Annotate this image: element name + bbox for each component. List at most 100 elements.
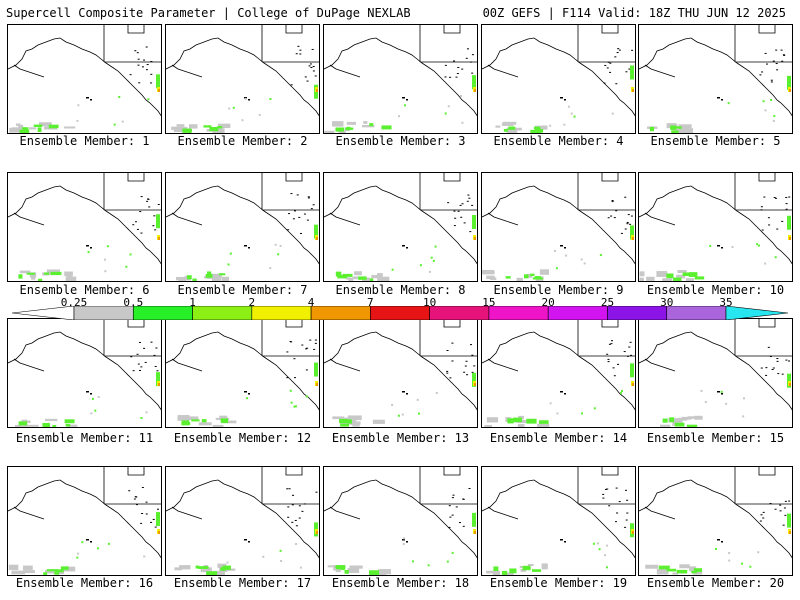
island <box>153 354 156 356</box>
field-speck <box>417 412 420 415</box>
coastline <box>329 358 361 372</box>
island <box>775 197 778 199</box>
hawaii-island <box>402 391 405 393</box>
coastline <box>285 25 303 34</box>
field-speck <box>592 542 595 545</box>
island <box>785 203 788 205</box>
field-mid <box>673 277 682 281</box>
field-low <box>685 278 695 281</box>
island <box>294 519 297 521</box>
ensemble-map-panel <box>7 466 162 576</box>
coastline <box>487 212 519 226</box>
field-speck <box>704 401 707 404</box>
hawaii-island <box>564 247 566 249</box>
island <box>312 65 315 67</box>
island <box>457 210 460 212</box>
field-extreme <box>316 383 318 386</box>
field-low <box>674 129 688 133</box>
hawaii-island <box>406 541 408 543</box>
island <box>287 506 290 508</box>
island <box>783 54 786 56</box>
island <box>288 488 291 490</box>
field-low <box>646 276 655 281</box>
island <box>289 341 292 343</box>
field-speck <box>227 263 230 266</box>
field-extreme <box>474 383 476 386</box>
island <box>626 223 629 225</box>
island <box>781 220 784 222</box>
field-mid <box>670 126 680 129</box>
field-low <box>517 420 532 424</box>
island <box>130 356 133 358</box>
field-speck <box>725 402 728 405</box>
field-speck <box>451 551 454 554</box>
ensemble-member-label: Ensemble Member: 1 <box>19 134 150 148</box>
ensemble-map-panel <box>481 24 636 134</box>
coastline <box>329 506 361 520</box>
island <box>603 82 606 84</box>
island <box>291 521 294 523</box>
hawaii-island <box>244 97 247 99</box>
island <box>299 49 302 51</box>
field-speck <box>229 252 232 255</box>
field-speck <box>107 542 110 545</box>
coastline <box>166 37 319 117</box>
field-low <box>668 418 682 423</box>
island <box>782 54 785 56</box>
hawaii-island <box>90 247 92 249</box>
island <box>156 370 159 372</box>
island <box>772 367 775 369</box>
island <box>616 512 619 514</box>
field-speck <box>580 412 583 415</box>
colorbar-tick-label: 1 <box>189 296 196 309</box>
island <box>631 49 634 51</box>
island <box>145 501 148 503</box>
ensemble-map-panel <box>7 172 162 282</box>
island <box>310 67 313 69</box>
field-mid <box>369 123 374 127</box>
island <box>772 60 775 62</box>
field-mid <box>533 126 541 130</box>
field-mid <box>222 565 231 570</box>
field-low <box>8 564 19 571</box>
field-extreme <box>316 89 318 92</box>
island <box>150 60 153 62</box>
field-mid <box>531 569 542 572</box>
coastline <box>166 331 319 411</box>
field-mid <box>787 373 791 388</box>
field-mid <box>156 372 160 387</box>
field-low <box>539 269 550 275</box>
island <box>312 204 315 206</box>
field-low <box>64 126 76 129</box>
colorbar-tick-label: 15 <box>482 296 496 309</box>
color-scale-bar <box>12 306 788 320</box>
field-speck <box>94 409 97 412</box>
field-speck <box>391 268 394 271</box>
field-mid <box>539 420 549 424</box>
ensemble-map-panel <box>638 172 793 282</box>
ensemble-member-label: Ensemble Member: 8 <box>335 283 466 297</box>
field-low <box>639 271 645 277</box>
island <box>315 491 318 493</box>
island <box>133 498 136 500</box>
coastline <box>758 173 776 182</box>
field-mid <box>682 272 690 276</box>
field-mid <box>22 127 29 133</box>
hawaii-island <box>248 541 250 543</box>
coastline <box>127 25 145 34</box>
field-speck <box>246 397 249 400</box>
island <box>607 217 610 219</box>
coastline <box>127 173 145 182</box>
hawaii-island <box>721 541 723 543</box>
island <box>462 498 465 500</box>
island <box>783 507 786 509</box>
coastline <box>487 358 519 372</box>
field-low <box>346 121 357 125</box>
ensemble-member-label: Ensemble Member: 14 <box>489 431 628 445</box>
field-extreme <box>474 89 476 92</box>
island <box>444 76 447 78</box>
field-mid <box>671 130 679 133</box>
field-mid <box>508 126 516 130</box>
field-mid <box>37 127 42 132</box>
island <box>765 63 768 65</box>
